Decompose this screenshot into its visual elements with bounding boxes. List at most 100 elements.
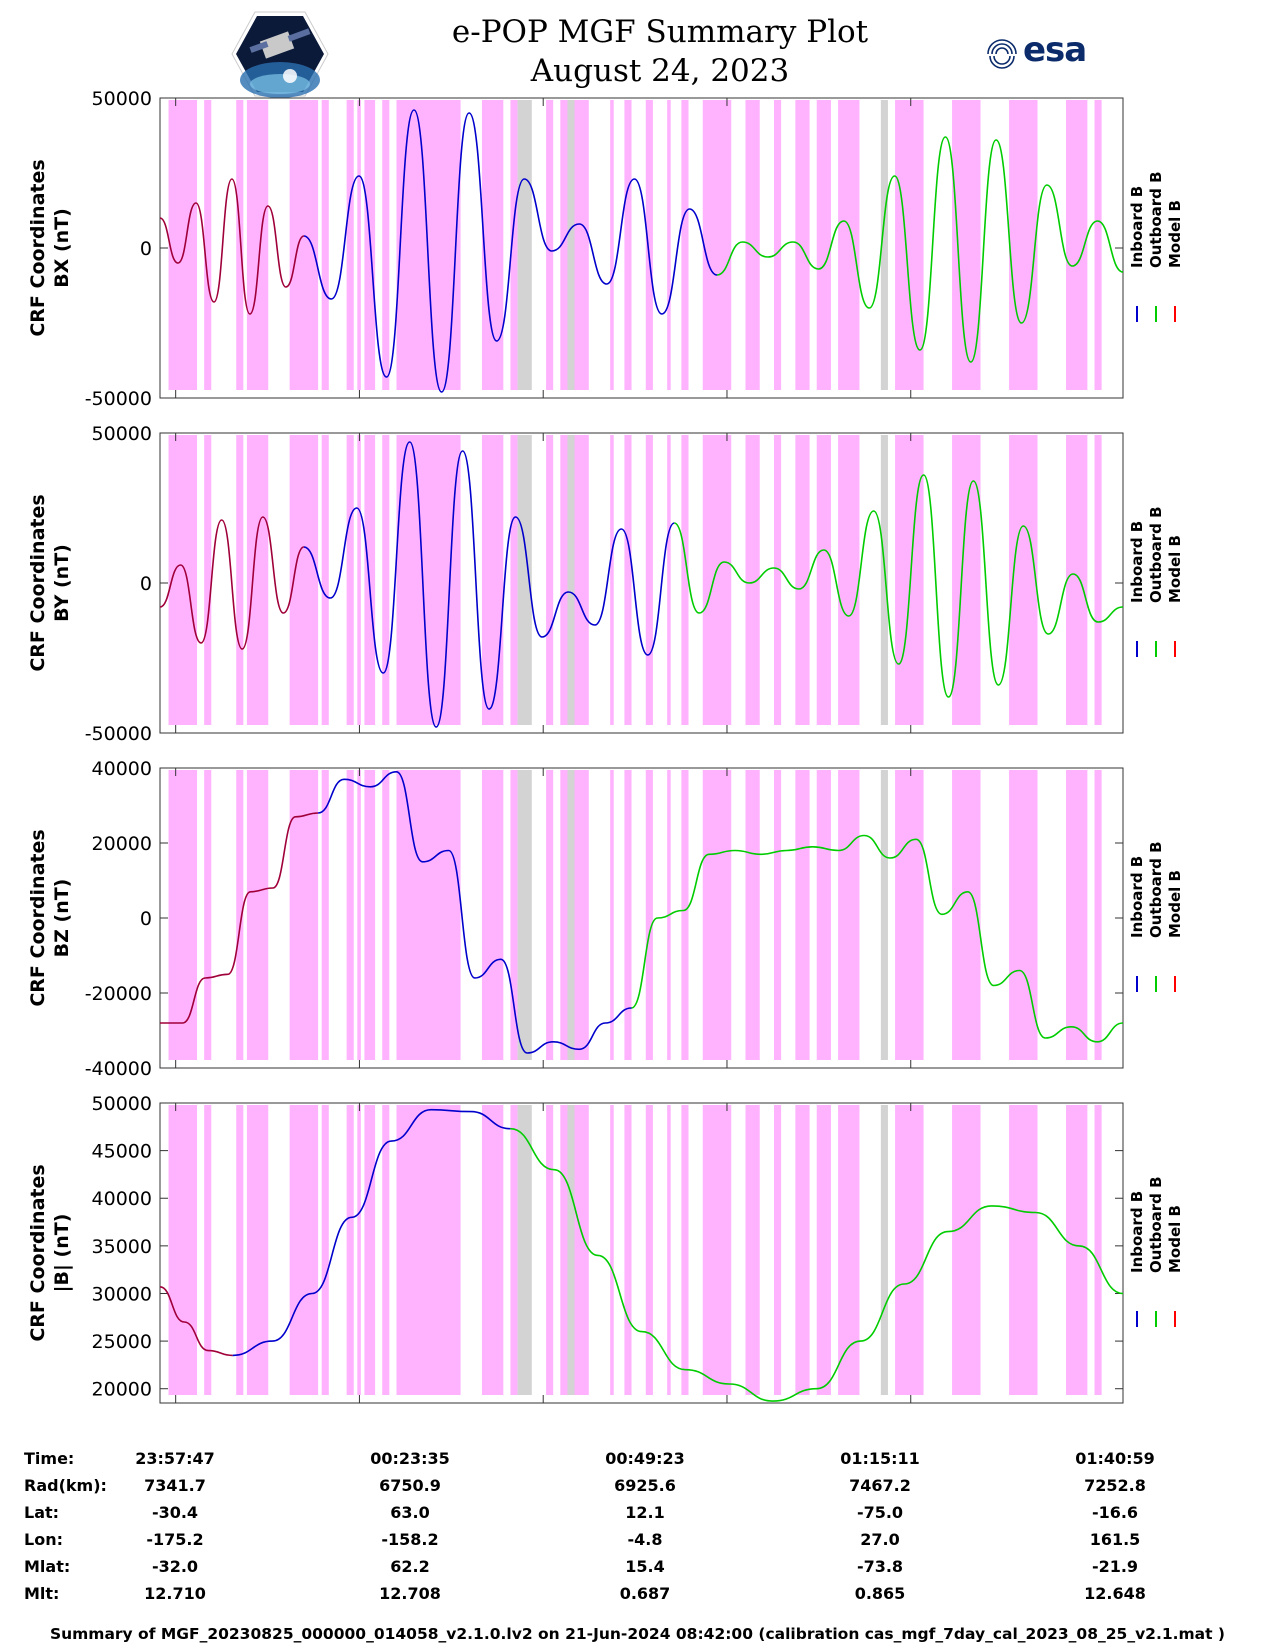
y-tick-label: 0: [140, 238, 152, 260]
pink-band: [895, 1105, 924, 1395]
pink-band: [952, 435, 981, 725]
pink-band: [321, 100, 329, 390]
pink-band: [246, 435, 269, 725]
pink-band: [895, 435, 924, 725]
gray-band: [517, 770, 532, 1060]
y-tick-label: -50000: [85, 388, 152, 410]
legend-label: Model B: [1166, 1205, 1184, 1273]
pink-band: [645, 100, 653, 390]
pink-band: [645, 770, 653, 1060]
gray-band: [517, 435, 532, 725]
pink-band: [773, 435, 782, 725]
gray-band: [567, 100, 575, 390]
pink-band: [481, 435, 504, 725]
legend-label: Inboard B: [1128, 186, 1146, 268]
series-line: [631, 834, 1124, 1043]
series-line: [673, 474, 1124, 698]
legend-label: Model B: [1166, 535, 1184, 603]
pink-band: [1094, 770, 1102, 1060]
pink-band: [382, 770, 390, 1060]
y-axis-label: BZ (nT): [51, 879, 73, 958]
info-value: -32.0: [151, 1557, 199, 1576]
y-tick-label: 0: [140, 908, 152, 930]
series-line: [159, 178, 305, 315]
info-value: 7341.7: [144, 1476, 206, 1495]
info-value: 00:49:23: [605, 1449, 685, 1468]
y-axis-label: CRF Coordinates: [27, 494, 49, 671]
pink-band: [357, 435, 361, 725]
pink-band: [1066, 100, 1088, 390]
pink-band: [382, 1105, 390, 1395]
y-axis-label: BX (nT): [51, 208, 73, 288]
pink-band: [838, 770, 860, 1060]
series-line: [232, 1108, 511, 1357]
info-value: 01:15:11: [840, 1449, 920, 1468]
pink-band: [895, 770, 924, 1060]
pink-band: [168, 100, 198, 390]
gray-band: [567, 435, 575, 725]
pink-band: [289, 100, 319, 390]
pink-band: [168, 435, 198, 725]
pink-band: [321, 770, 329, 1060]
pink-band: [745, 1105, 760, 1395]
pink-band: [357, 100, 361, 390]
pink-band: [1009, 435, 1038, 725]
info-value: 00:23:35: [370, 1449, 450, 1468]
info-row-label: Mlat:: [24, 1557, 71, 1576]
y-tick-label: 25000: [92, 1331, 152, 1353]
y-axis-label: BY (nT): [51, 544, 73, 622]
pink-band: [1094, 1105, 1102, 1395]
pink-band: [702, 435, 732, 725]
info-value: 0.687: [619, 1584, 671, 1603]
pink-band: [610, 435, 614, 725]
panel-3: -40000 -20000 0 20000 40000 CRF Coordinates BZ…: [27, 758, 1184, 1080]
pink-band: [1066, 435, 1088, 725]
legend-label: Model B: [1166, 870, 1184, 938]
pink-band: [346, 1105, 354, 1395]
pink-band: [204, 1105, 212, 1395]
pink-band: [681, 100, 689, 390]
info-value: 7252.8: [1084, 1476, 1146, 1495]
info-value: 01:40:59: [1075, 1449, 1155, 1468]
pink-band: [895, 100, 924, 390]
gray-band: [567, 770, 575, 1060]
plot-date: August 24, 2023: [530, 53, 790, 89]
pink-band: [745, 435, 760, 725]
pink-band: [546, 435, 554, 725]
pink-band: [816, 1105, 831, 1395]
y-tick-label: -40000: [85, 1058, 152, 1080]
pink-band: [610, 100, 614, 390]
pink-band: [816, 770, 831, 1060]
pink-band: [236, 770, 244, 1060]
pink-band: [246, 770, 269, 1060]
pink-band: [346, 770, 354, 1060]
pink-band: [645, 435, 653, 725]
pink-band: [1066, 1105, 1088, 1395]
info-value: 0.865: [854, 1584, 906, 1603]
pink-band: [481, 1105, 504, 1395]
series-line: [510, 1127, 1124, 1402]
y-tick-label: 20000: [92, 833, 152, 855]
info-value: -30.4: [151, 1503, 199, 1522]
info-value: 15.4: [625, 1557, 665, 1576]
pink-band: [624, 770, 632, 1060]
series-line: [303, 441, 676, 728]
pink-band: [289, 1105, 319, 1395]
pink-band: [667, 100, 671, 390]
pink-band: [510, 1105, 518, 1395]
y-tick-label: 50000: [92, 1093, 152, 1115]
esa-logo-text: esa: [1023, 30, 1087, 70]
y-tick-label: 30000: [92, 1283, 152, 1305]
pink-band: [236, 1105, 244, 1395]
pink-band: [481, 100, 504, 390]
pink-band: [364, 770, 376, 1060]
pink-band: [1009, 1105, 1038, 1395]
pink-band: [510, 100, 518, 390]
pink-band: [246, 100, 269, 390]
pink-band: [357, 1105, 361, 1395]
pink-band: [624, 435, 632, 725]
pink-band: [795, 435, 810, 725]
gray-band: [880, 100, 888, 390]
pink-band: [382, 100, 390, 390]
